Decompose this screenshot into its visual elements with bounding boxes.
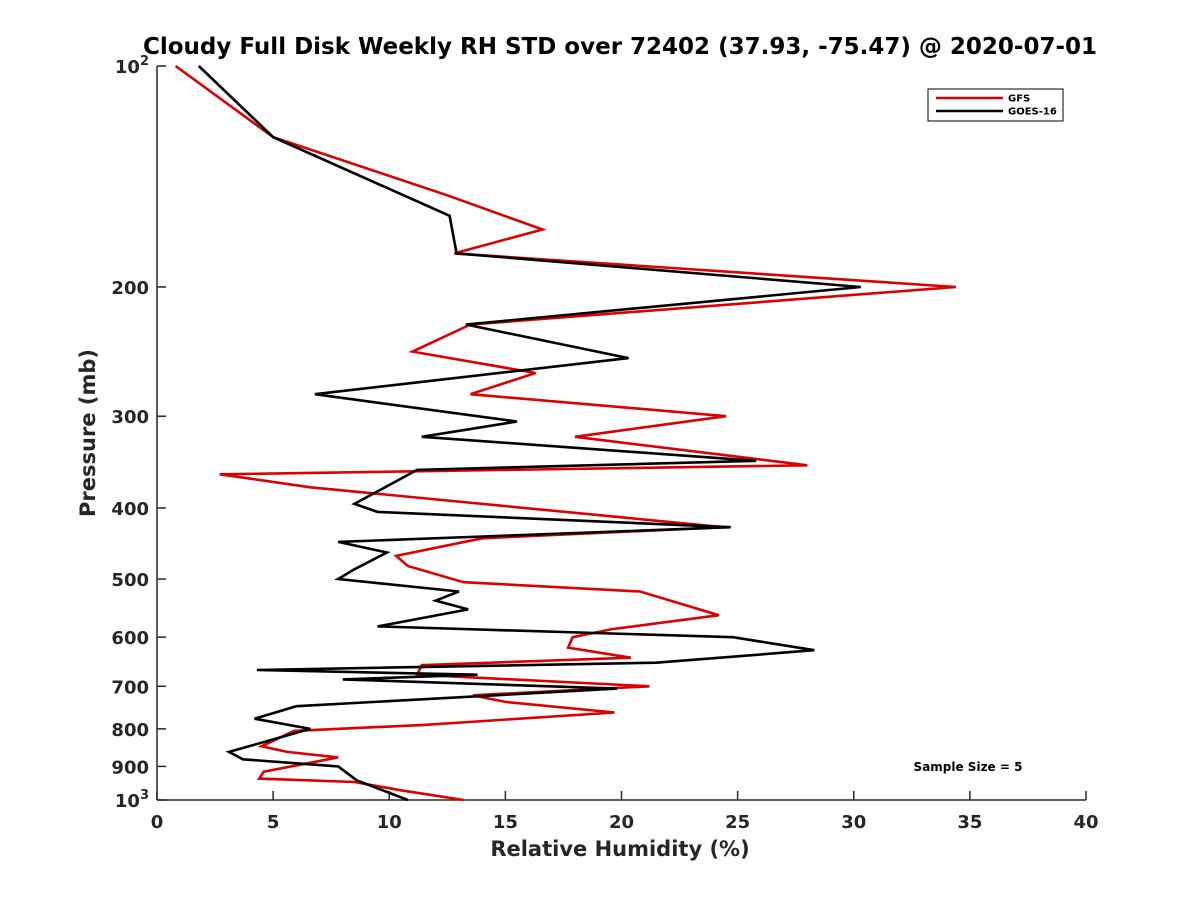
y-tick-label: 500: [111, 570, 149, 591]
x-tick-label: 15: [493, 812, 518, 833]
y-tick-label: 400: [111, 499, 149, 520]
legend: GFS GOES-16: [927, 88, 1064, 122]
y-tick-label: 900: [111, 757, 149, 778]
y-tick-label: 200: [111, 278, 149, 299]
x-axis-label: Relative Humidity (%): [490, 837, 749, 861]
chart-title: Cloudy Full Disk Weekly RH STD over 7240…: [143, 34, 1097, 60]
x-tick-label: 30: [841, 812, 866, 833]
x-tick-label: 0: [151, 812, 164, 833]
x-tick-label: 35: [957, 812, 982, 833]
x-tick-label: 40: [1073, 812, 1098, 833]
x-tick-label: 20: [609, 812, 634, 833]
plot-area: 0 5 10 15 20 25 30 35 40 102 200 300 400 500 600 700 800…: [111, 54, 1098, 833]
sample-size-annotation: Sample Size = 5: [914, 760, 1023, 774]
legend-box: [927, 88, 1064, 122]
y-tick-label: 103: [115, 788, 149, 812]
y-tick-label: 600: [111, 628, 149, 649]
y-tick-label: 700: [111, 677, 149, 698]
y-tick-label: 800: [111, 720, 149, 741]
legend-label-gfs: GFS: [1008, 94, 1030, 105]
x-tick-label: 5: [267, 812, 280, 833]
x-tick-label: 25: [725, 812, 750, 833]
legend-label-goes16: GOES-16: [1008, 107, 1057, 118]
y-axis-label: Pressure (mb): [76, 349, 100, 517]
y-tick-label: 300: [111, 407, 149, 428]
series-line-goes16: [197, 65, 861, 802]
series-line-gfs: [174, 64, 957, 802]
y-tick-label: 102: [115, 54, 149, 78]
x-tick-label: 10: [377, 812, 402, 833]
